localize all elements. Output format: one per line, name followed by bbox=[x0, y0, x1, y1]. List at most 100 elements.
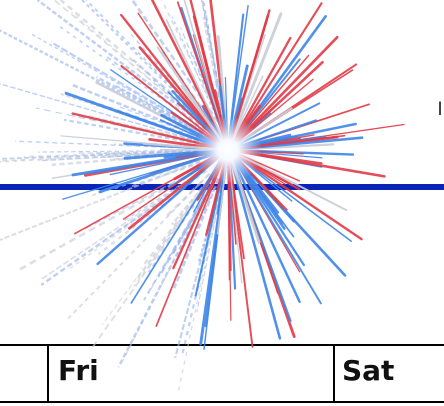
firework-ray bbox=[227, 160, 232, 272]
firework-ray bbox=[236, 103, 278, 143]
firework-ray bbox=[230, 159, 261, 244]
firework-ray bbox=[230, 34, 266, 140]
firework-ray bbox=[228, 13, 245, 140]
firework-ray bbox=[237, 154, 363, 241]
firework-ray bbox=[238, 119, 318, 148]
firework-spark bbox=[211, 65, 225, 121]
firework-spark bbox=[0, 29, 204, 136]
clipped-text-fragment: l bbox=[438, 100, 442, 118]
firework-ray bbox=[238, 135, 339, 150]
firework-ray bbox=[238, 150, 323, 165]
firework-ray bbox=[71, 112, 218, 149]
firework-spark bbox=[161, 0, 221, 122]
firework-spark bbox=[197, 178, 223, 263]
firework-ray bbox=[237, 155, 353, 243]
firework-ray bbox=[238, 122, 357, 149]
firework-ray bbox=[127, 155, 220, 230]
firework-spark bbox=[204, 13, 225, 121]
firework-ray bbox=[123, 149, 218, 160]
firework-spark bbox=[23, 150, 199, 158]
firework-ray bbox=[173, 153, 219, 181]
firework-spark bbox=[0, 160, 201, 241]
firework-ray bbox=[176, 1, 226, 140]
firework-ray bbox=[209, 0, 229, 140]
firework-spark bbox=[53, 0, 209, 129]
firework-spark bbox=[95, 75, 204, 135]
firework-ray bbox=[192, 15, 227, 140]
firework-ray bbox=[64, 91, 219, 148]
firework-ray bbox=[230, 14, 270, 140]
firework-ray bbox=[237, 154, 294, 187]
firework-ray bbox=[229, 160, 245, 260]
firework-spark bbox=[101, 175, 214, 325]
firework-ray bbox=[219, 78, 229, 140]
firework-spark bbox=[89, 175, 214, 352]
firework-spark bbox=[39, 151, 199, 162]
firework-ray bbox=[230, 98, 243, 140]
firework-spark bbox=[105, 55, 207, 131]
firework-ray bbox=[237, 102, 321, 146]
firework-ray bbox=[183, 0, 226, 140]
firework-ray bbox=[237, 153, 348, 212]
firework-spark bbox=[0, 83, 200, 143]
firework-ray bbox=[237, 156, 293, 202]
firework-spark bbox=[156, 177, 217, 281]
firework-spark bbox=[81, 0, 211, 128]
firework-ray bbox=[238, 149, 355, 156]
firework-ray bbox=[232, 159, 301, 303]
firework-spark bbox=[110, 152, 199, 161]
firework-spark bbox=[122, 168, 206, 223]
firework-ray bbox=[238, 150, 386, 178]
firework-spark bbox=[131, 0, 220, 123]
firework-ray bbox=[109, 151, 217, 176]
firework-ray bbox=[148, 137, 218, 150]
firework-ray bbox=[236, 63, 358, 145]
firework-ray bbox=[238, 154, 286, 185]
firework-ray bbox=[159, 156, 219, 210]
firework-ray bbox=[172, 159, 224, 270]
firework-spark bbox=[36, 0, 209, 129]
firework-ray bbox=[95, 81, 219, 146]
firework-ray bbox=[83, 150, 218, 177]
firework-spark bbox=[59, 0, 212, 127]
firework-spark bbox=[71, 11, 208, 129]
firework-spark bbox=[171, 16, 219, 122]
firework-ray bbox=[130, 158, 222, 304]
firework-ray bbox=[233, 2, 323, 141]
firework-spark bbox=[115, 84, 204, 134]
firework-ray bbox=[180, 6, 226, 140]
firework-ray bbox=[230, 12, 283, 141]
firework-ray bbox=[234, 158, 305, 267]
firework-ray bbox=[231, 160, 279, 295]
firework-spark bbox=[143, 176, 217, 301]
firework-ray bbox=[236, 78, 314, 144]
firework-spark bbox=[150, 77, 209, 129]
firework-ray bbox=[120, 64, 220, 144]
firework-spark bbox=[130, 33, 212, 126]
firework-ray bbox=[229, 64, 249, 140]
firework-spark bbox=[133, 175, 214, 288]
calendar-column-divider bbox=[333, 344, 335, 403]
firework-ray bbox=[137, 12, 223, 141]
firework-spark bbox=[89, 160, 201, 197]
firework-ray bbox=[233, 158, 322, 305]
firework-ray bbox=[233, 104, 262, 142]
firework-spark bbox=[63, 118, 199, 145]
firework-ray bbox=[192, 33, 226, 140]
firework-ray bbox=[160, 113, 219, 146]
firework-ray bbox=[142, 142, 218, 151]
firework-ray bbox=[163, 149, 218, 159]
firework-spark bbox=[85, 0, 212, 127]
firework-spark bbox=[75, 150, 199, 155]
firework-ray bbox=[238, 133, 292, 149]
firework-ray bbox=[234, 158, 286, 230]
firework-ray bbox=[238, 143, 335, 151]
calendar-week-row: Fri Sat bbox=[0, 344, 444, 404]
firework-ray bbox=[93, 150, 217, 174]
firework-ray bbox=[238, 136, 364, 151]
firework-spark bbox=[63, 90, 201, 139]
firework-ray bbox=[205, 160, 226, 236]
firework-ray bbox=[227, 160, 237, 290]
firework-spark bbox=[172, 178, 221, 289]
